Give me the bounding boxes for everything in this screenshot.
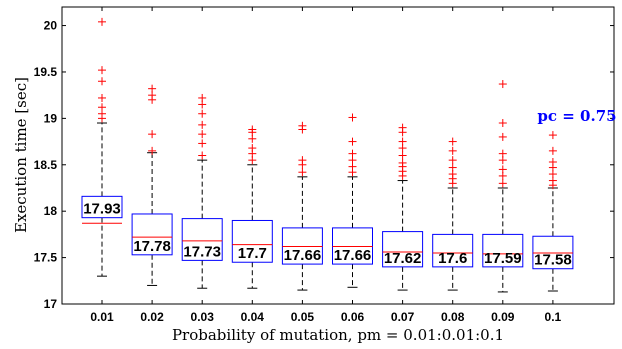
box-group [382, 123, 424, 291]
y-tick-label: 19.5 [34, 65, 58, 79]
outlier-marker [498, 119, 507, 128]
outlier-marker [98, 103, 106, 112]
box-group [532, 131, 574, 292]
outlier-marker [98, 17, 106, 26]
outlier-marker [298, 156, 307, 165]
box-group [81, 17, 123, 277]
outlier-marker [148, 84, 157, 93]
outlier-marker [348, 137, 357, 146]
median-value-label: 17.7 [238, 245, 267, 262]
plot-frame [61, 6, 615, 305]
outlier-marker [398, 158, 407, 167]
outlier-marker [498, 149, 507, 158]
iqr-box [81, 195, 123, 219]
median-value-label: 17.73 [183, 243, 221, 260]
x-tick-label: 0.02 [140, 310, 164, 324]
iqr-box [131, 213, 173, 256]
outlier-marker [498, 165, 507, 174]
outlier-marker [548, 131, 557, 140]
median-labels: 17.93 17.78 17.73 17.7 17.66 17.66 17.62 17.6 17… [83, 201, 571, 269]
outlier-marker [98, 66, 106, 75]
box-group [432, 137, 474, 291]
outlier-marker [198, 139, 207, 148]
iqr-box [231, 219, 273, 263]
x-axis-ticks: 0.01 0.02 0.03 0.04 0.05 0.06 0.07 0.08 0.09 0.1 [90, 7, 562, 324]
outlier-marker [498, 132, 507, 141]
outlier-marker [148, 130, 157, 139]
outlier-marker [248, 144, 257, 153]
median-value-label: 17.66 [284, 247, 322, 264]
iqr-box [482, 233, 524, 268]
outlier-marker [198, 109, 207, 118]
outlier-marker [448, 156, 457, 165]
outlier-marker [548, 157, 557, 166]
outlier-marker [248, 125, 257, 134]
outlier-marker [98, 93, 106, 102]
x-tick-label: 0.1 [545, 310, 562, 324]
box-group [181, 93, 223, 289]
box-group [131, 84, 173, 286]
median-value-label: 17.62 [384, 250, 422, 267]
annotation-pc: pc = 0.75 [537, 107, 616, 125]
outlier-marker [198, 93, 207, 102]
outlier-marker [548, 146, 557, 155]
outlier-marker [348, 113, 357, 122]
y-tick-label: 19 [44, 111, 58, 125]
y-tick-label: 20 [44, 19, 58, 33]
outlier-marker [448, 146, 457, 155]
y-tick-label: 18 [44, 204, 58, 218]
box-group [482, 80, 524, 293]
outlier-marker [298, 121, 307, 130]
outlier-marker [498, 179, 507, 188]
y-axis-ticks: 17 17.5 18 18.5 19 19.5 20 [34, 19, 614, 311]
outlier-marker [148, 146, 157, 155]
outlier-marker [198, 151, 207, 160]
outlier-marker [98, 77, 106, 86]
x-tick-label: 0.06 [341, 310, 365, 324]
x-tick-label: 0.07 [391, 310, 415, 324]
x-tick-label: 0.04 [241, 310, 265, 324]
iqr-box [432, 233, 474, 268]
x-axis-label: Probability of mutation, pm = 0.01:0.01:… [172, 326, 504, 344]
outlier-marker [448, 163, 457, 172]
x-tick-label: 0.08 [441, 310, 465, 324]
median-value-label: 17.6 [438, 250, 467, 267]
outlier-marker [398, 137, 407, 146]
y-tick-label: 17 [44, 297, 58, 311]
box-group [281, 121, 323, 291]
box-series [81, 17, 574, 293]
outlier-marker [398, 123, 407, 132]
x-tick-label: 0.01 [90, 310, 114, 324]
outlier-marker [348, 149, 357, 158]
outlier-marker [198, 120, 207, 129]
x-tick-label: 0.03 [191, 310, 215, 324]
y-tick-label: 17.5 [34, 251, 58, 265]
outlier-marker [448, 137, 457, 146]
y-tick-label: 18.5 [34, 158, 58, 172]
box-group [332, 113, 373, 288]
outlier-marker [298, 168, 307, 177]
median-value-label: 17.58 [534, 252, 572, 269]
median-value-label: 17.59 [484, 250, 522, 267]
median-value-label: 17.93 [83, 201, 121, 218]
box-group [231, 125, 273, 289]
y-axis-label: Execution time [sec] [12, 77, 30, 233]
x-tick-label: 0.09 [491, 310, 515, 324]
outlier-marker [398, 151, 407, 160]
median-value-label: 17.66 [334, 247, 372, 264]
iqr-box [382, 231, 424, 268]
outlier-marker [498, 80, 507, 89]
iqr-box [181, 218, 223, 261]
x-tick-label: 0.05 [291, 310, 315, 324]
outlier-marker [198, 130, 207, 139]
median-value-label: 17.78 [133, 238, 171, 255]
